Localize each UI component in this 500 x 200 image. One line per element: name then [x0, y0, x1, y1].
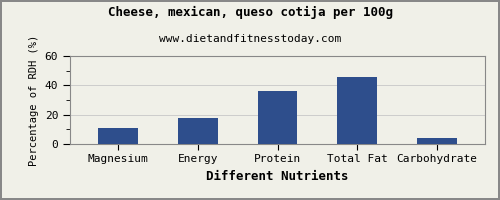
Bar	[258, 91, 298, 144]
Bar	[178, 118, 218, 144]
Text: www.dietandfitnesstoday.com: www.dietandfitnesstoday.com	[159, 34, 341, 44]
Bar	[98, 128, 138, 144]
X-axis label: Different Nutrients: Different Nutrients	[206, 170, 349, 183]
Bar	[338, 77, 378, 144]
Bar	[417, 138, 457, 144]
Y-axis label: Percentage of RDH (%): Percentage of RDH (%)	[29, 34, 39, 166]
Text: Cheese, mexican, queso cotija per 100g: Cheese, mexican, queso cotija per 100g	[108, 6, 393, 19]
